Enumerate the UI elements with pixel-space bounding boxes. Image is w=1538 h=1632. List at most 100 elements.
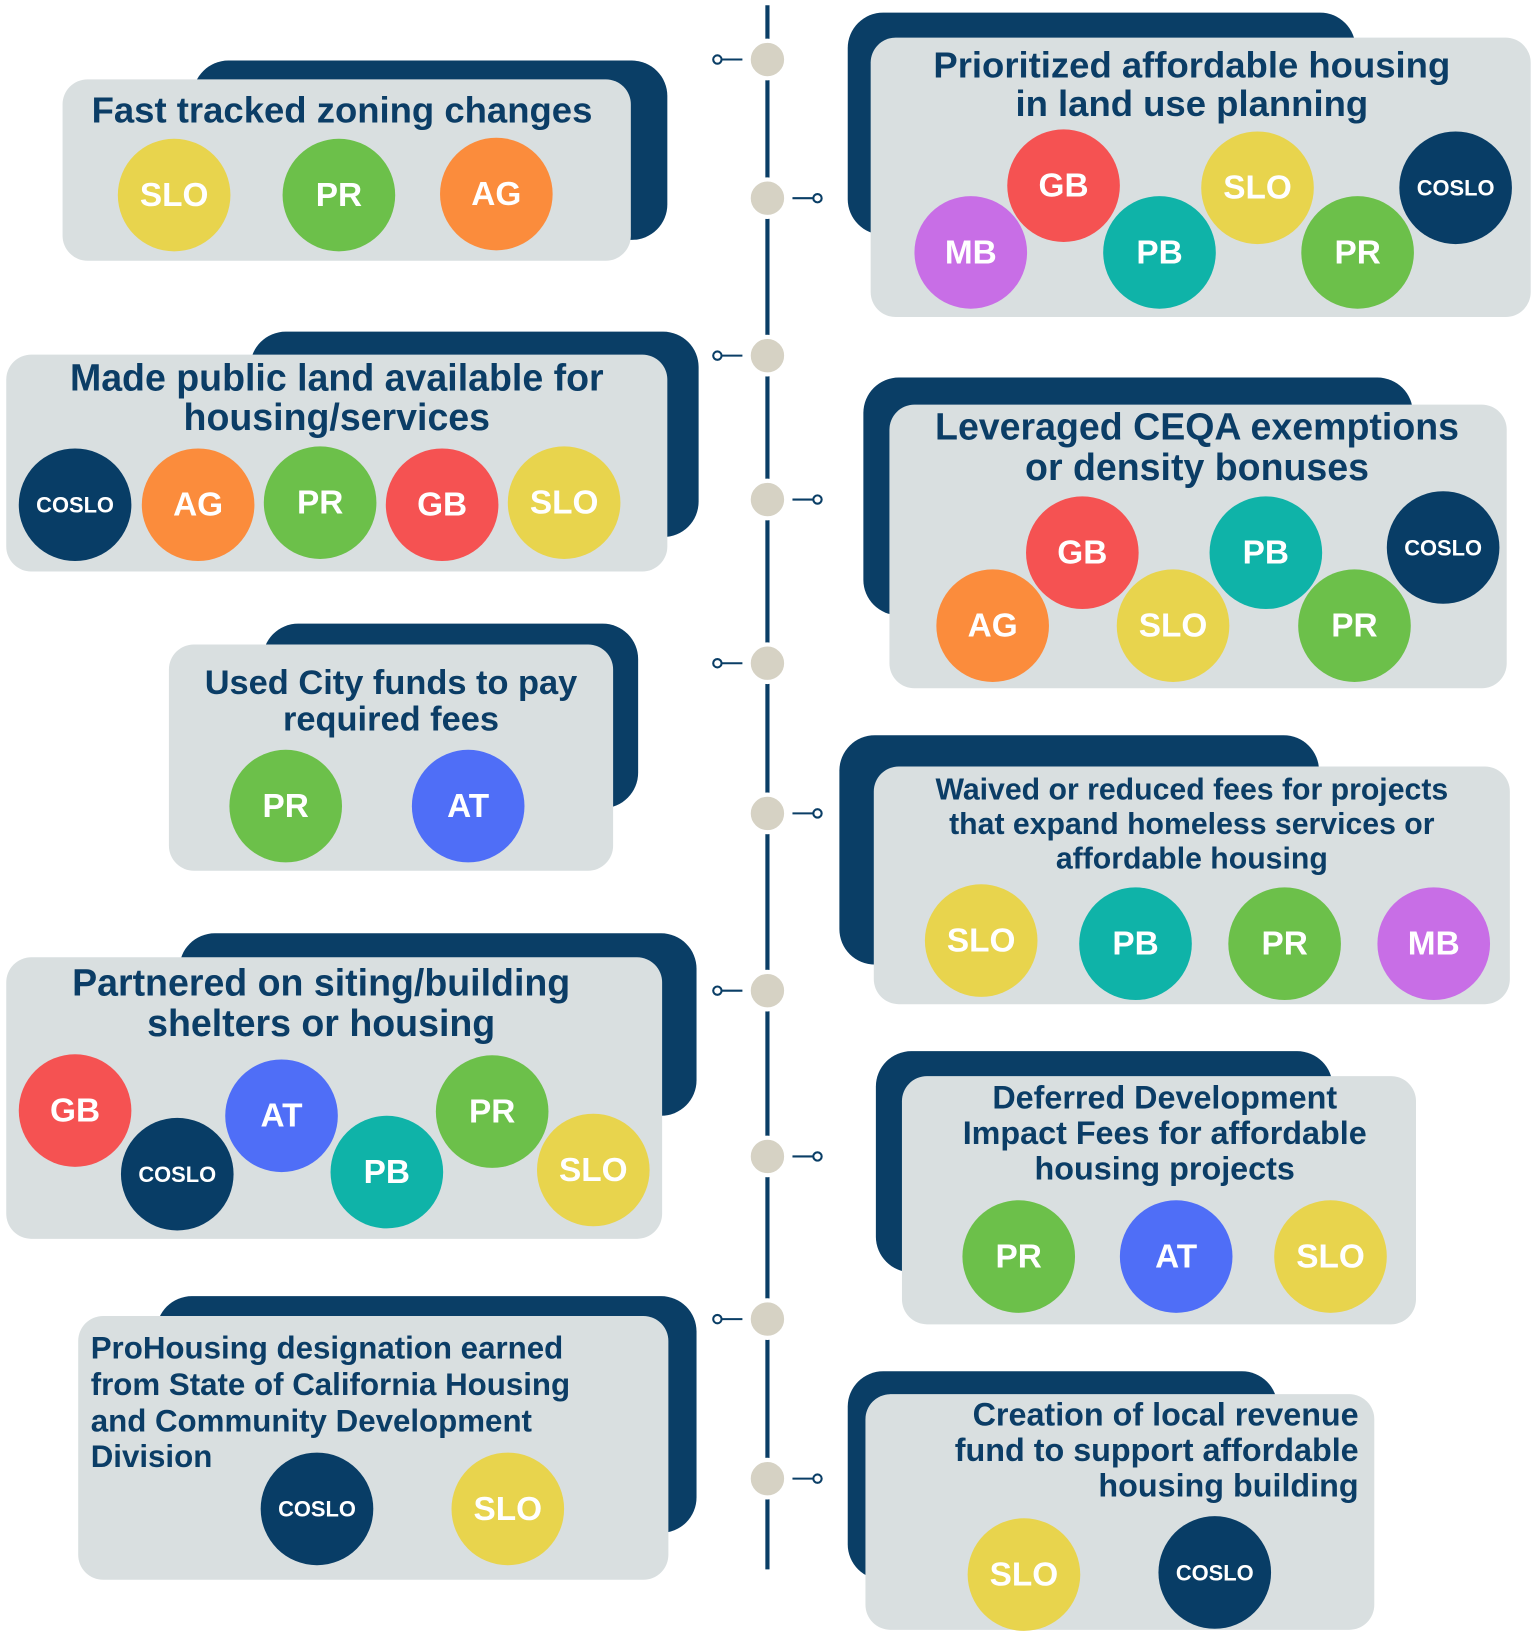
badge <box>225 1059 338 1173</box>
card-title: Fast tracked zoning changes <box>92 89 593 130</box>
badge-label: SLO <box>140 177 209 214</box>
timeline-dot <box>746 478 789 521</box>
badge <box>263 446 377 559</box>
badge-label: AT <box>1155 1238 1198 1275</box>
card-title: Made public land available for <box>70 357 604 399</box>
badge-label: PR <box>297 485 343 522</box>
badge <box>914 196 1028 309</box>
badge <box>141 448 255 562</box>
badge <box>435 1055 549 1168</box>
badge-label: SLO <box>559 1152 628 1189</box>
badge <box>1228 887 1341 1001</box>
card-title: from State of California Housing <box>91 1367 570 1402</box>
badge-label: AG <box>173 487 223 524</box>
badge-label: PR <box>263 788 309 825</box>
connector-end <box>712 658 723 669</box>
card-title: Prioritized affordable housing <box>933 44 1450 85</box>
badge-label: GB <box>50 1092 100 1129</box>
connector-end <box>712 1313 723 1325</box>
badge <box>411 749 525 863</box>
badge-label: SLO <box>474 1491 543 1528</box>
timeline-dot <box>746 334 789 377</box>
card-title: Impact Fees for affordable <box>963 1115 1367 1151</box>
badge-label: PR <box>469 1094 515 1131</box>
badge <box>18 1054 132 1167</box>
badge-label: GB <box>1057 535 1107 572</box>
timeline-dot <box>746 1135 789 1178</box>
badge-label: PB <box>1243 535 1289 572</box>
badge <box>1399 131 1512 245</box>
badge-label: AT <box>447 788 490 825</box>
badge-label: SLO <box>1139 608 1208 645</box>
badge-label: PR <box>1334 234 1380 271</box>
badge <box>120 1117 234 1231</box>
badge <box>1274 1200 1387 1313</box>
badge <box>229 749 343 863</box>
badge-label: COSLO <box>278 1497 356 1522</box>
badge <box>1158 1516 1272 1629</box>
connector-end <box>812 494 823 505</box>
badge <box>924 884 1038 997</box>
badge-label: PB <box>1136 234 1182 271</box>
badge-label: PR <box>1331 608 1377 645</box>
badge <box>18 448 132 562</box>
card-title: Leveraged CEQA exemptions <box>935 406 1459 448</box>
card-title: ProHousing designation earned <box>91 1331 564 1366</box>
connector-end <box>712 985 723 996</box>
badge <box>385 448 499 562</box>
badge-label: PR <box>996 1238 1042 1275</box>
timeline-dot <box>746 969 789 1012</box>
timeline-dot <box>746 642 789 685</box>
card-title: Deferred Development <box>992 1080 1337 1116</box>
badge-label: PB <box>364 1154 410 1191</box>
badge-label: SLO <box>1223 170 1292 207</box>
badge <box>962 1200 1076 1313</box>
badge-label: COSLO <box>1176 1560 1254 1585</box>
timeline-dot <box>746 1298 789 1340</box>
badge-label: SLO <box>1296 1238 1365 1275</box>
badge-label: COSLO <box>1404 535 1482 560</box>
badge <box>507 446 621 559</box>
badge <box>1116 569 1230 683</box>
badge-label: AG <box>471 176 521 213</box>
card-title: shelters or housing <box>147 1002 495 1044</box>
connector-end <box>812 192 823 204</box>
card-title: Used City funds to pay <box>205 664 578 702</box>
badge-label: SLO <box>530 485 599 522</box>
badge-label: COSLO <box>1417 176 1495 201</box>
badge <box>1298 569 1411 683</box>
badge-label: GB <box>417 487 467 524</box>
connector-end <box>712 350 723 361</box>
timeline-dot <box>746 38 789 81</box>
card-title: required fees <box>283 701 499 739</box>
connector-end <box>712 54 723 65</box>
badge <box>282 138 396 252</box>
connector-end <box>812 1473 823 1484</box>
badge <box>1103 196 1216 309</box>
badge <box>936 569 1049 683</box>
connector-end <box>812 1151 823 1162</box>
badge-label: PR <box>316 177 362 214</box>
timeline-dot <box>746 792 789 835</box>
badge <box>451 1452 565 1566</box>
badge-label: MB <box>1408 926 1460 963</box>
card-title: Waived or reduced fees for projects <box>935 773 1448 806</box>
timeline-dot <box>746 1457 789 1500</box>
badge <box>1386 491 1500 604</box>
badge <box>1209 496 1323 610</box>
card-title: or density bonuses <box>1025 446 1369 488</box>
card-title: Creation of local revenue <box>973 1397 1359 1433</box>
badge-label: MB <box>945 234 997 271</box>
card-title: and Community Development <box>91 1404 533 1439</box>
card-title: affordable housing <box>1056 842 1328 875</box>
badge-label: COSLO <box>36 493 114 518</box>
badge-label: AT <box>261 1098 304 1135</box>
badge <box>1079 887 1192 1001</box>
badge <box>260 1452 374 1566</box>
card-title: housing projects <box>1035 1151 1295 1187</box>
card-title: Division <box>91 1439 213 1474</box>
badge-label: COSLO <box>138 1162 216 1187</box>
badge <box>1026 496 1139 610</box>
badge-label: PR <box>1261 926 1307 963</box>
badge <box>1201 131 1314 245</box>
